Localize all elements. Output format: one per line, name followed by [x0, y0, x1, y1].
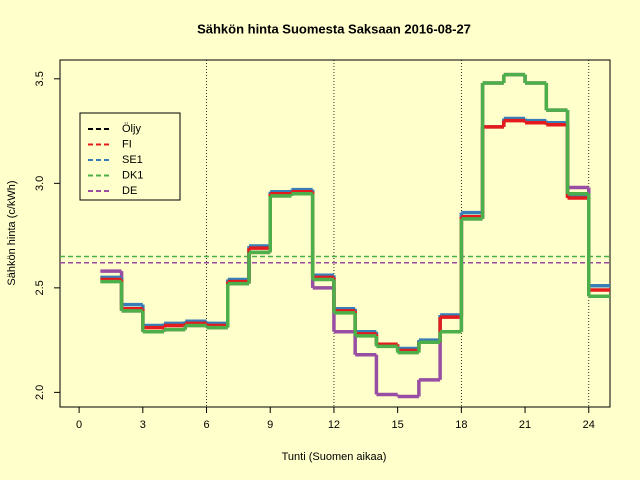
chart-title: Sähkön hinta Suomesta Saksaan 2016-08-27 [197, 21, 471, 36]
x-tick-label: 12 [328, 419, 340, 431]
x-tick-label: 0 [76, 419, 82, 431]
legend-label: FI [122, 138, 132, 150]
legend-label: DK1 [122, 169, 143, 181]
x-tick-label: 3 [140, 419, 146, 431]
legend-label: Öljy [122, 123, 141, 135]
x-tick-label: 18 [455, 419, 467, 431]
x-tick-label: 24 [583, 419, 595, 431]
legend-label: DE [122, 185, 137, 197]
plot-frame [59, 59, 611, 408]
x-tick-label: 15 [392, 419, 404, 431]
legend-label: SE1 [122, 154, 143, 166]
y-tick-label: 2.0 [34, 385, 46, 400]
legend-box [79, 112, 181, 201]
x-tick-label: 9 [267, 419, 273, 431]
x-axis-label: Tunti (Suomen aikaa) [282, 451, 387, 463]
x-tick-label: 6 [203, 419, 209, 431]
y-tick-label: 2.5 [34, 280, 46, 295]
y-tick-label: 3.0 [34, 176, 46, 191]
x-tick-label: 21 [519, 419, 531, 431]
y-tick-label: 3.5 [34, 71, 46, 86]
y-axis-label: Sähkön hinta (c/kWh) [6, 180, 18, 285]
